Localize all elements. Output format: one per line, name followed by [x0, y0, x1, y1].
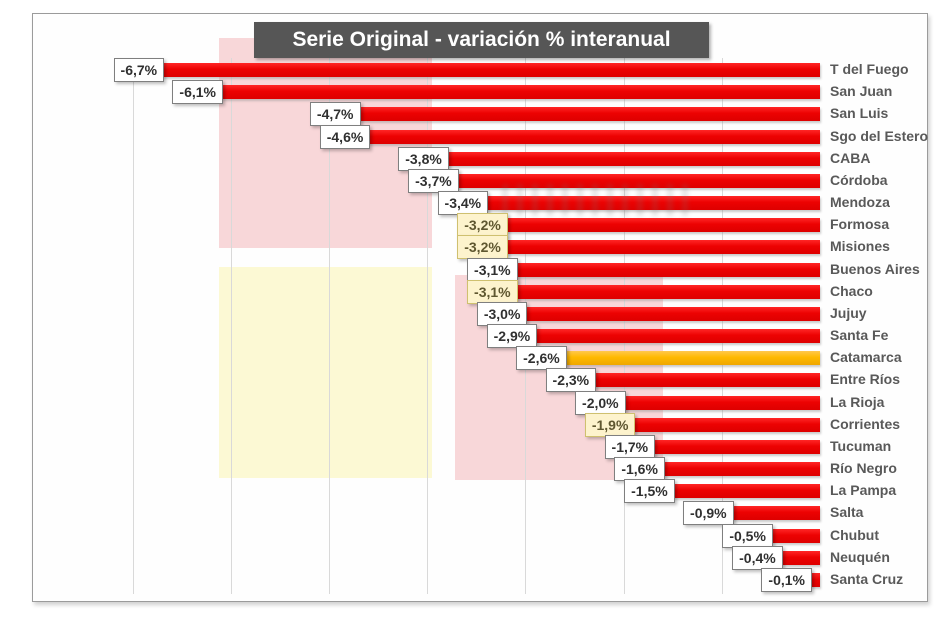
- bar: [662, 462, 820, 477]
- value-label: -2,0%: [575, 390, 626, 415]
- category-label: CABA: [830, 149, 871, 166]
- value-label: -3,8%: [398, 146, 449, 171]
- value-label: -3,1%: [467, 279, 518, 304]
- bar: [564, 351, 820, 366]
- category-label: Sgo del Estero: [830, 127, 929, 144]
- category-label: Buenos Aires: [830, 260, 920, 277]
- category-label: Corrientes: [830, 415, 901, 432]
- value-label: -3,2%: [457, 213, 508, 238]
- gridline: [623, 58, 625, 594]
- bar: [653, 439, 820, 454]
- value-label: -1,9%: [584, 412, 636, 437]
- value-label: -2,9%: [486, 324, 538, 348]
- bar: [221, 85, 820, 100]
- category-label: Catamarca: [830, 349, 902, 366]
- category-label: Salta: [830, 504, 864, 521]
- bar: [486, 196, 820, 210]
- category-label: Río Negro: [830, 460, 897, 477]
- chart-title: Serie Original - variación % interanual: [254, 22, 709, 58]
- gridline: [329, 58, 330, 594]
- bar: [446, 151, 820, 166]
- category-label: Córdoba: [830, 171, 888, 188]
- category-label: San Luis: [830, 105, 889, 122]
- highlight-region-yellow: [219, 267, 432, 478]
- category-label: La Rioja: [830, 393, 885, 410]
- category-label: Santa Fe: [830, 327, 889, 343]
- category-label: Tucuman: [830, 437, 892, 454]
- value-label: -4,6%: [319, 124, 371, 149]
- bar: [456, 173, 820, 188]
- value-label: -4,7%: [309, 102, 361, 127]
- watermark: [502, 184, 690, 216]
- bar: [358, 107, 820, 122]
- bar: [594, 373, 820, 388]
- value-label: -6,1%: [172, 80, 223, 105]
- gridline: [427, 58, 429, 594]
- category-label: Formosa: [830, 216, 890, 233]
- bar: [525, 306, 820, 321]
- gridline: [721, 58, 723, 594]
- gridline: [132, 58, 134, 594]
- bar: [731, 506, 820, 521]
- category-label: Entre Ríos: [830, 371, 901, 388]
- bar: [515, 262, 820, 277]
- bar: [505, 240, 820, 255]
- value-label: -1,5%: [624, 479, 675, 504]
- bar: [780, 550, 820, 565]
- bar: [162, 63, 820, 77]
- bar: [633, 417, 820, 432]
- bar: [810, 572, 820, 587]
- value-label: -1,6%: [614, 457, 665, 482]
- bar: [505, 218, 820, 233]
- category-label: Santa Cruz: [830, 570, 904, 587]
- value-label: -0,4%: [732, 545, 783, 570]
- category-label: Chaco: [830, 282, 873, 299]
- bar: [770, 528, 820, 543]
- bar: [672, 484, 820, 499]
- gridline: [230, 58, 232, 594]
- value-label: -0,9%: [683, 501, 734, 526]
- value-label: -0,5%: [722, 523, 773, 548]
- category-label: Mendoza: [830, 194, 890, 210]
- value-label: -3,0%: [476, 301, 528, 326]
- bar: [368, 129, 820, 144]
- value-label: -3,2%: [457, 235, 508, 260]
- category-label: Chubut: [830, 526, 879, 543]
- category-label: Jujuy: [830, 304, 867, 321]
- value-label: -3,4%: [437, 191, 489, 215]
- value-label: -3,7%: [408, 168, 459, 193]
- value-label: -2,6%: [516, 346, 567, 371]
- value-label: -6,7%: [113, 58, 165, 82]
- value-label: -0,1%: [761, 567, 812, 592]
- bar: [535, 329, 820, 343]
- category-label: San Juan: [830, 83, 893, 100]
- category-label: T del Fuego: [830, 61, 909, 77]
- bar: [515, 284, 820, 299]
- category-label: Neuquén: [830, 548, 890, 565]
- value-label: -3,1%: [467, 257, 518, 282]
- category-label: Misiones: [830, 238, 890, 255]
- category-label: La Pampa: [830, 482, 897, 499]
- value-label: -1,7%: [604, 434, 656, 459]
- bar: [623, 395, 820, 410]
- value-label: -2,3%: [545, 368, 597, 393]
